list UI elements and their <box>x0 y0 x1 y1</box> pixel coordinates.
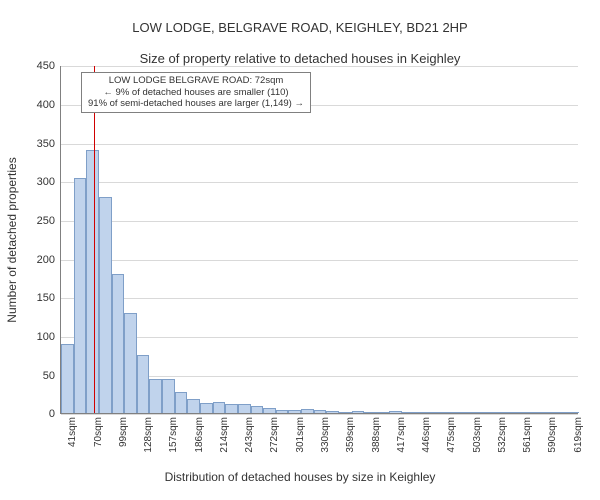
y-tick-label: 450 <box>37 60 61 72</box>
histogram-bar <box>124 313 137 414</box>
x-tick-label: 503sqm <box>472 413 483 453</box>
annotation-box: LOW LODGE BELGRAVE ROAD: 72sqm ← 9% of d… <box>81 72 311 112</box>
histogram-bar <box>99 197 112 414</box>
x-tick-label: 272sqm <box>269 413 280 453</box>
y-tick-label: 200 <box>37 254 61 266</box>
y-tick-label: 0 <box>49 408 61 420</box>
x-tick-label: 99sqm <box>118 413 129 447</box>
x-tick-label: 186sqm <box>194 413 205 453</box>
histogram-bar <box>137 355 150 413</box>
x-tick-label: 128sqm <box>143 413 154 453</box>
x-tick-label: 590sqm <box>547 413 558 453</box>
x-axis-label: Distribution of detached houses by size … <box>0 470 600 484</box>
x-tick-label: 532sqm <box>497 413 508 453</box>
histogram-bar <box>86 150 99 413</box>
gridline <box>61 260 578 261</box>
x-tick-label: 301sqm <box>295 413 306 453</box>
x-tick-label: 417sqm <box>396 413 407 453</box>
x-tick-label: 359sqm <box>345 413 356 453</box>
y-tick-label: 350 <box>37 138 61 150</box>
y-axis-label: Number of detached properties <box>5 158 19 323</box>
y-tick-label: 250 <box>37 215 61 227</box>
x-tick-label: 157sqm <box>168 413 179 453</box>
y-tick-label: 150 <box>37 292 61 304</box>
y-tick-label: 400 <box>37 99 61 111</box>
x-tick-label: 388sqm <box>371 413 382 453</box>
histogram-bar <box>162 379 175 413</box>
title-line2: Size of property relative to detached ho… <box>140 51 461 66</box>
histogram-bar <box>175 392 188 414</box>
x-tick-label: 214sqm <box>219 413 230 453</box>
x-tick-label: 619sqm <box>573 413 584 453</box>
x-tick-label: 475sqm <box>446 413 457 453</box>
x-tick-label: 446sqm <box>421 413 432 453</box>
gridline <box>61 337 578 338</box>
x-tick-label: 70sqm <box>93 413 104 447</box>
gridline <box>61 182 578 183</box>
footer-attribution: Contains HM Land Registry data © Crown c… <box>0 484 600 500</box>
histogram-bar <box>149 379 162 414</box>
histogram-bar <box>213 402 226 414</box>
chart-title: LOW LODGE, BELGRAVE ROAD, KEIGHLEY, BD21… <box>0 0 600 66</box>
reference-line <box>94 66 95 413</box>
histogram-bar <box>225 404 238 413</box>
histogram-bar <box>61 344 74 414</box>
chart-area: Number of detached properties 0501001502… <box>0 66 600 468</box>
y-tick-label: 300 <box>37 176 61 188</box>
plot-area: 05010015020025030035040045041sqm70sqm99s… <box>60 66 578 414</box>
histogram-bar <box>238 404 251 413</box>
histogram-bar <box>112 274 125 413</box>
gridline <box>61 66 578 67</box>
x-tick-label: 330sqm <box>320 413 331 453</box>
histogram-bar <box>187 399 200 414</box>
x-tick-label: 243sqm <box>244 413 255 453</box>
histogram-bar <box>74 178 87 414</box>
title-line1: LOW LODGE, BELGRAVE ROAD, KEIGHLEY, BD21… <box>132 20 467 35</box>
gridline <box>61 144 578 145</box>
x-tick-label: 561sqm <box>522 413 533 453</box>
histogram-bar <box>200 403 213 414</box>
gridline <box>61 298 578 299</box>
y-tick-label: 50 <box>43 370 61 382</box>
x-tick-label: 41sqm <box>67 413 78 447</box>
gridline <box>61 221 578 222</box>
y-tick-label: 100 <box>37 331 61 343</box>
